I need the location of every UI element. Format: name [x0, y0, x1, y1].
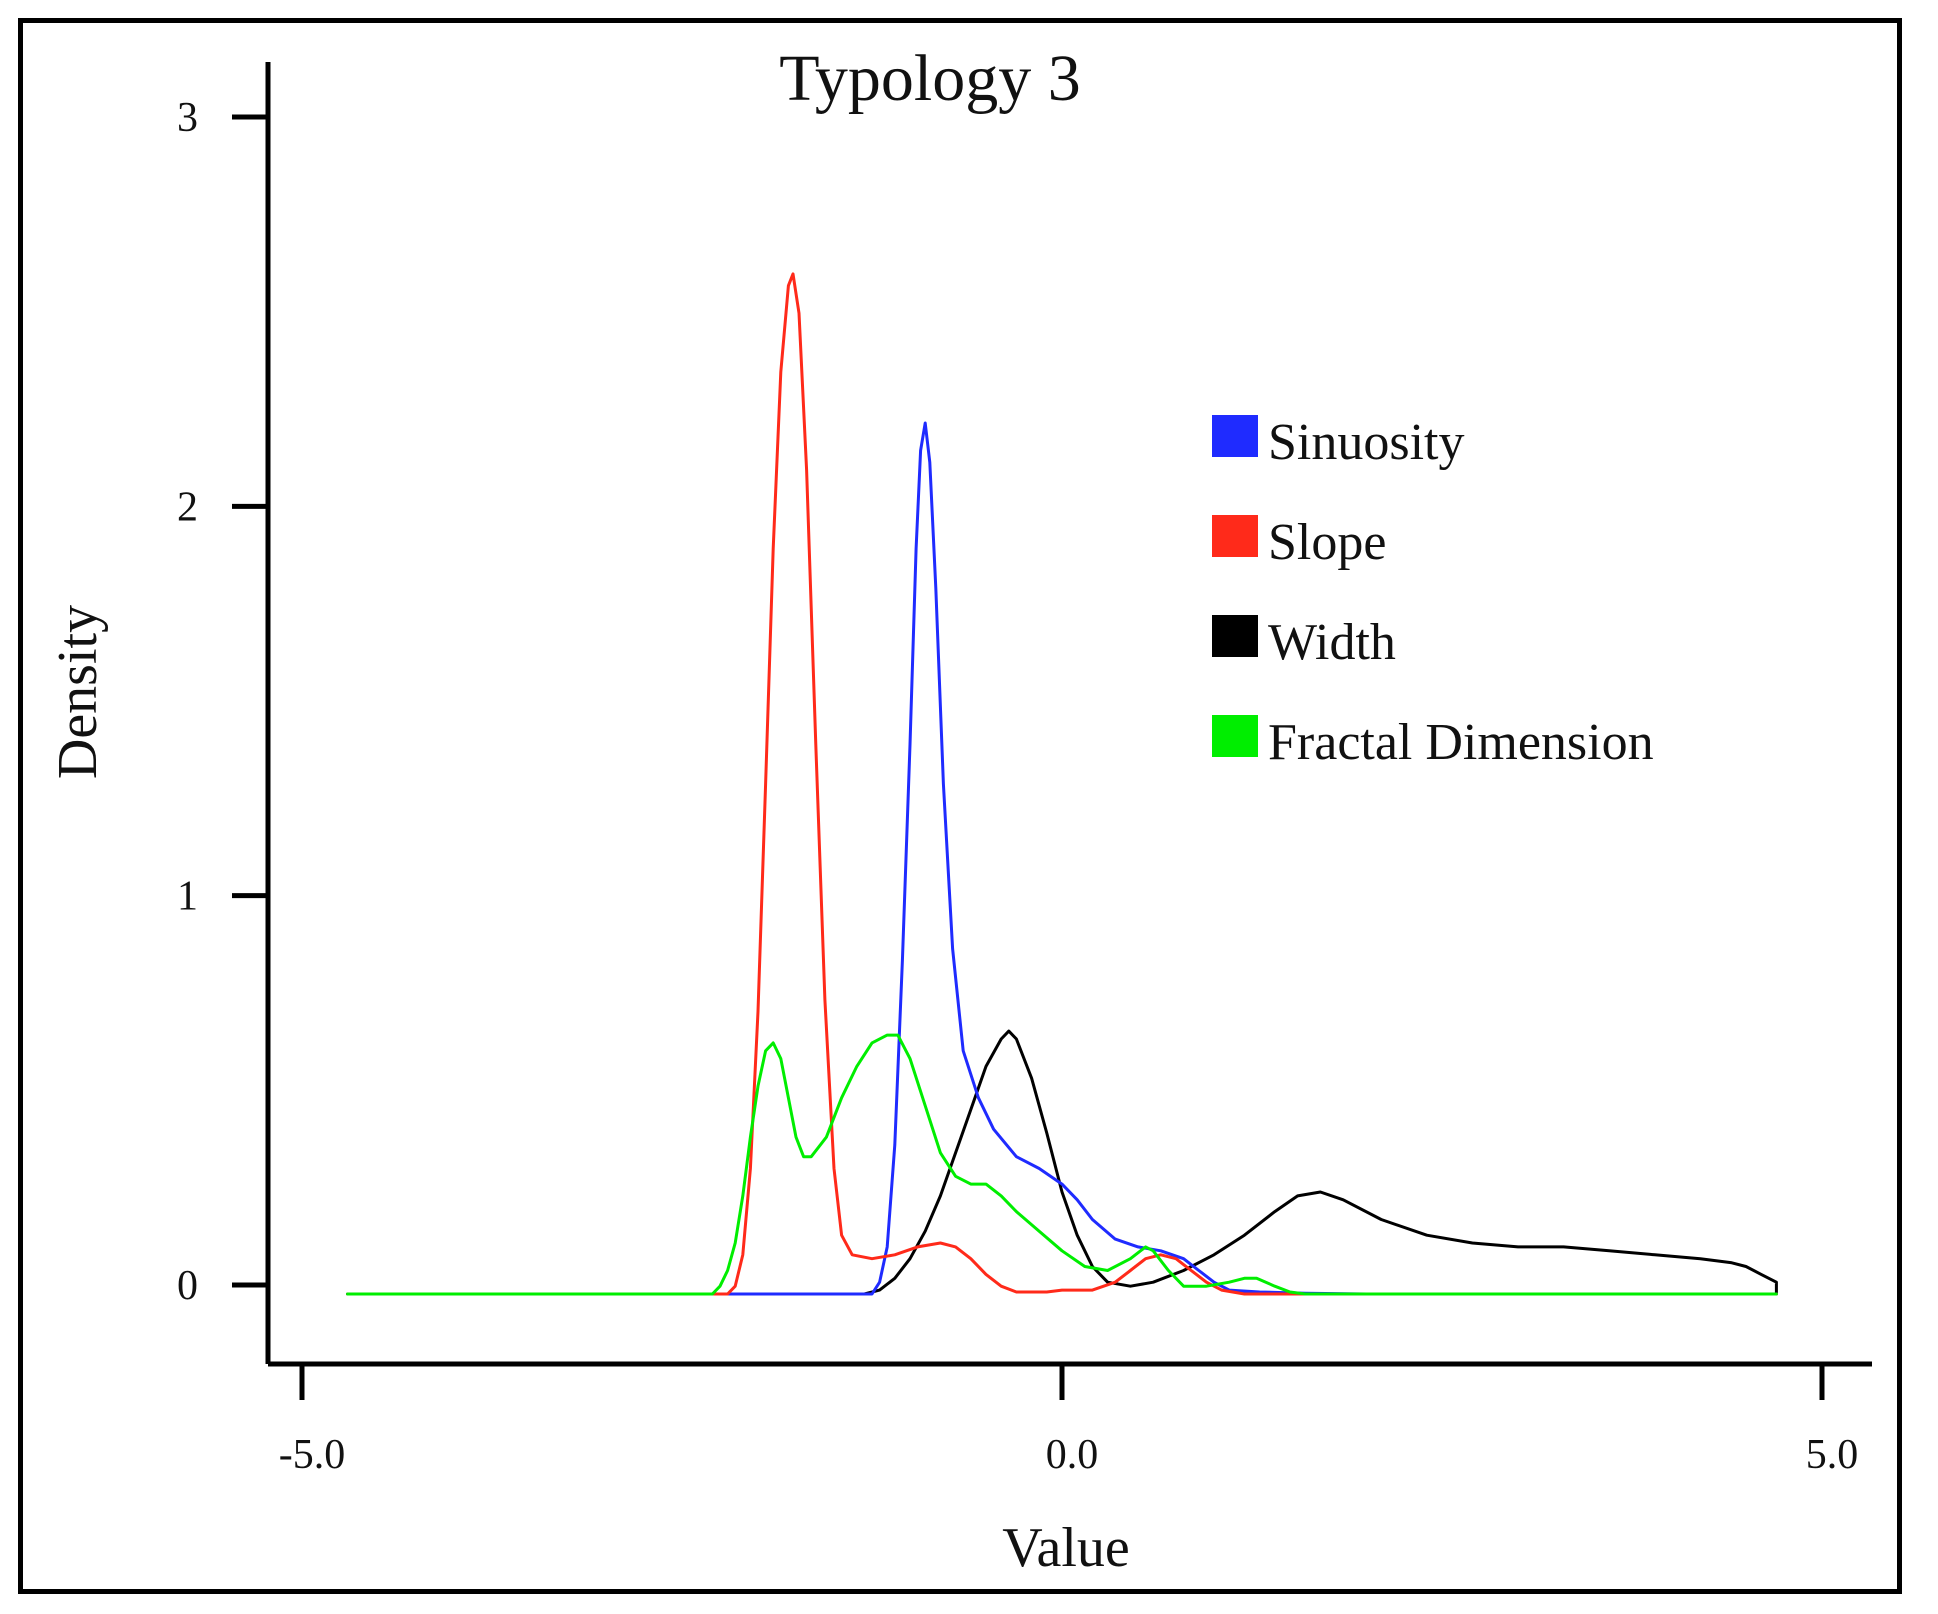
legend: Sinuosity Slope Width Fractal Dimension	[1212, 414, 1654, 771]
legend-label-fractal-dimension: Fractal Dimension	[1268, 714, 1654, 771]
x-tick-label: 5.0	[1806, 1432, 1859, 1478]
x-axis-title: Value	[1002, 1517, 1130, 1579]
density-curves	[346, 272, 1778, 1296]
y-tick-label: 2	[177, 484, 198, 530]
y-tick-label: 0	[177, 1263, 198, 1309]
legend-swatch-sinuosity	[1212, 415, 1258, 457]
series-line-width	[346, 1029, 1778, 1296]
legend-swatch-fractal-dimension	[1212, 715, 1258, 757]
y-tick-label: 3	[177, 95, 198, 141]
figure-frame	[18, 18, 1902, 1594]
series-line-sinuosity	[346, 421, 1778, 1296]
x-tick-label: -5.0	[279, 1432, 346, 1478]
y-tick-label: 1	[177, 874, 198, 920]
legend-label-sinuosity: Sinuosity	[1268, 414, 1465, 471]
chart-title: Typology 3	[779, 42, 1081, 115]
legend-swatch-width	[1212, 615, 1258, 657]
series-line-slope	[346, 272, 1778, 1296]
x-tick-label: 0.0	[1046, 1432, 1099, 1478]
x-axis: -5.0 0.0 5.0 Value	[268, 1361, 1872, 1579]
legend-label-slope: Slope	[1268, 514, 1386, 571]
y-axis: 0 1 2 3 Density	[47, 62, 271, 1364]
series-line-fractal-dimension	[346, 1033, 1778, 1296]
legend-swatch-slope	[1212, 515, 1258, 557]
y-axis-title: Density	[47, 605, 109, 779]
legend-label-width: Width	[1268, 614, 1396, 671]
